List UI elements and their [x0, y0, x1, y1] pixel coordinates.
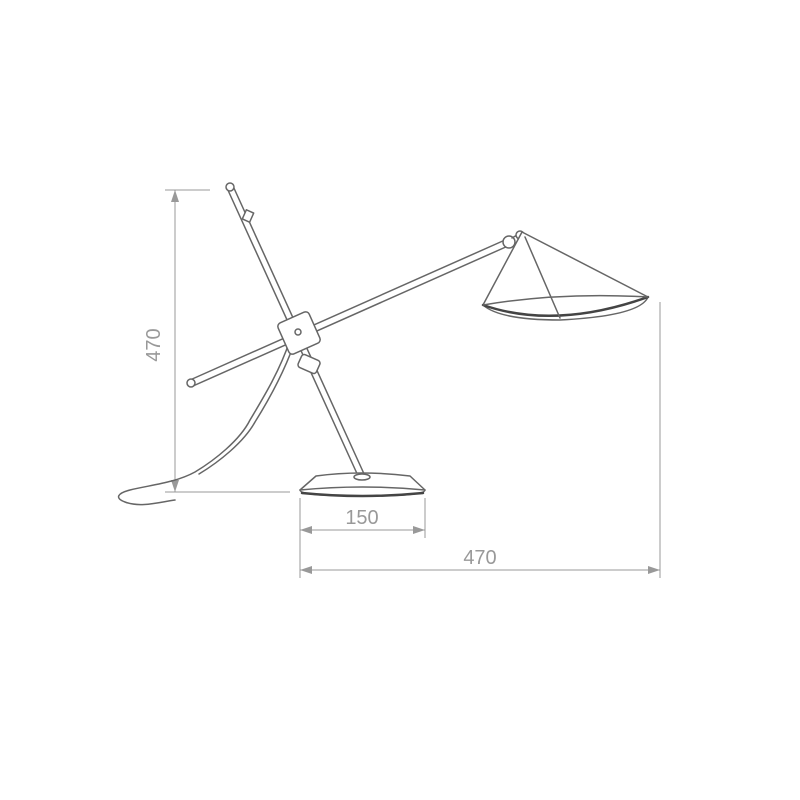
- lamp-outline: [119, 183, 648, 505]
- lamp-rear-arm: [187, 240, 508, 387]
- dimension-height: 470: [143, 190, 290, 492]
- dimension-overall-width: 470: [300, 302, 660, 578]
- dimension-overall-width-value: 470: [463, 547, 496, 569]
- technical-drawing: 470 150 470: [0, 0, 800, 800]
- dimension-base-width-value: 150: [345, 507, 378, 529]
- dimension-height-value: 470: [143, 328, 165, 361]
- lamp-cable: [119, 340, 290, 505]
- lamp-joint: [277, 311, 322, 375]
- dimension-base-width: 150: [300, 498, 425, 578]
- lamp-base: [300, 473, 425, 496]
